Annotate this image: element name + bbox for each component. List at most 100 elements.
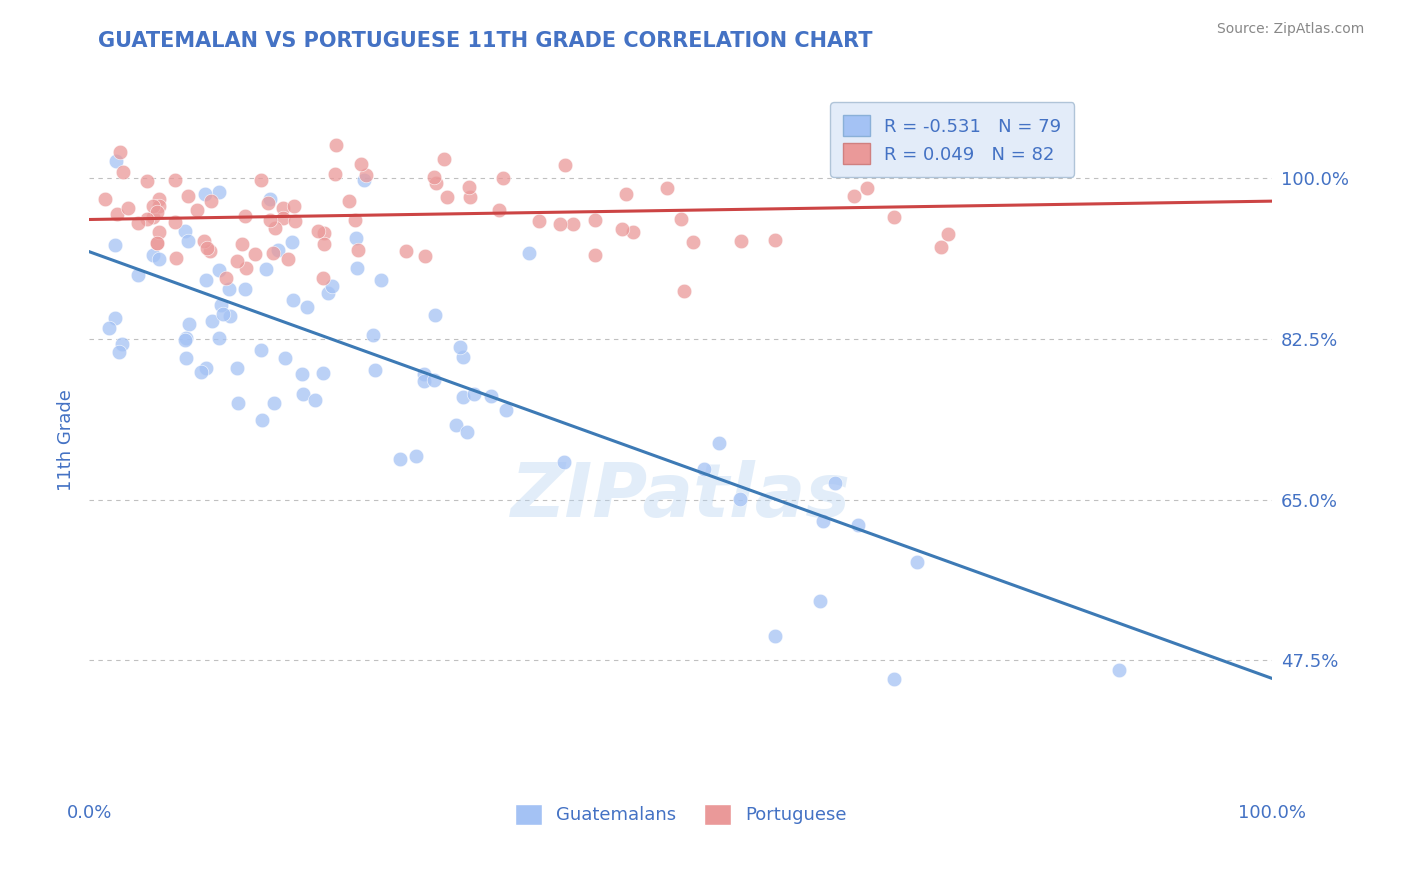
Point [413,368,436,382]
Point [194,273,217,287]
Point [356,168,378,182]
Point [148,199,170,213]
Point [456,425,478,439]
Point [148,192,170,206]
Point [312,270,335,285]
Y-axis label: 11th Grade: 11th Grade [58,389,75,491]
Point [669,212,692,227]
Point [936,227,959,242]
Point [105,154,128,169]
Point [146,236,169,251]
Point [765,629,787,643]
Point [141,248,163,262]
Point [148,225,170,239]
Point [436,189,458,203]
Point [707,436,730,450]
Point [233,282,256,296]
Point [281,235,304,249]
Point [211,298,233,312]
Point [262,245,284,260]
Point [193,234,215,248]
Point [314,226,336,240]
Point [561,218,583,232]
Point [274,351,297,365]
Point [271,202,294,216]
Point [174,224,197,238]
Point [344,213,367,227]
Point [291,387,314,401]
Point [291,367,314,381]
Point [146,205,169,219]
Point [200,194,222,209]
Point [207,263,229,277]
Point [883,672,905,686]
Point [142,211,165,225]
Text: GUATEMALAN VS PORTUGUESE 11TH GRADE CORRELATION CHART: GUATEMALAN VS PORTUGUESE 11TH GRADE CORR… [98,31,873,51]
Point [117,201,139,215]
Point [657,181,679,195]
Point [583,248,606,262]
Point [259,192,281,206]
Point [370,273,392,287]
Point [527,214,550,228]
Point [98,321,121,335]
Point [127,268,149,282]
Point [226,254,249,268]
Point [621,225,644,239]
Point [673,285,696,299]
Point [492,171,515,186]
Point [165,215,187,229]
Point [283,199,305,213]
Point [215,271,238,285]
Point [763,234,786,248]
Point [231,237,253,252]
Point [233,209,256,223]
Point [195,241,218,255]
Point [350,157,373,171]
Point [318,285,340,300]
Point [346,231,368,245]
Point [174,331,197,345]
Point [449,340,471,354]
Point [177,234,200,248]
Point [479,389,502,403]
Point [267,243,290,257]
Point [323,167,346,181]
Point [457,180,479,194]
Point [111,336,134,351]
Point [257,195,280,210]
Point [929,240,952,254]
Point [413,249,436,263]
Point [219,309,242,323]
Point [883,210,905,224]
Point [554,158,576,172]
Point [201,314,224,328]
Point [548,217,571,231]
Point [321,279,343,293]
Point [325,137,347,152]
Point [395,244,418,258]
Point [423,169,446,184]
Point [148,252,170,266]
Point [108,145,131,159]
Point [177,317,200,331]
Point [127,217,149,231]
Point [307,224,329,238]
Point [312,237,335,252]
Point [135,173,157,187]
Text: Source: ZipAtlas.com: Source: ZipAtlas.com [1216,22,1364,37]
Point [583,212,606,227]
Point [283,293,305,308]
Point [361,327,384,342]
Point [165,173,187,187]
Point [453,390,475,404]
Point [225,361,247,376]
Point [433,152,456,166]
Point [423,373,446,387]
Point [190,366,212,380]
Point [412,374,434,388]
Point [250,412,273,426]
Point [254,262,277,277]
Point [198,244,221,259]
Point [353,173,375,187]
